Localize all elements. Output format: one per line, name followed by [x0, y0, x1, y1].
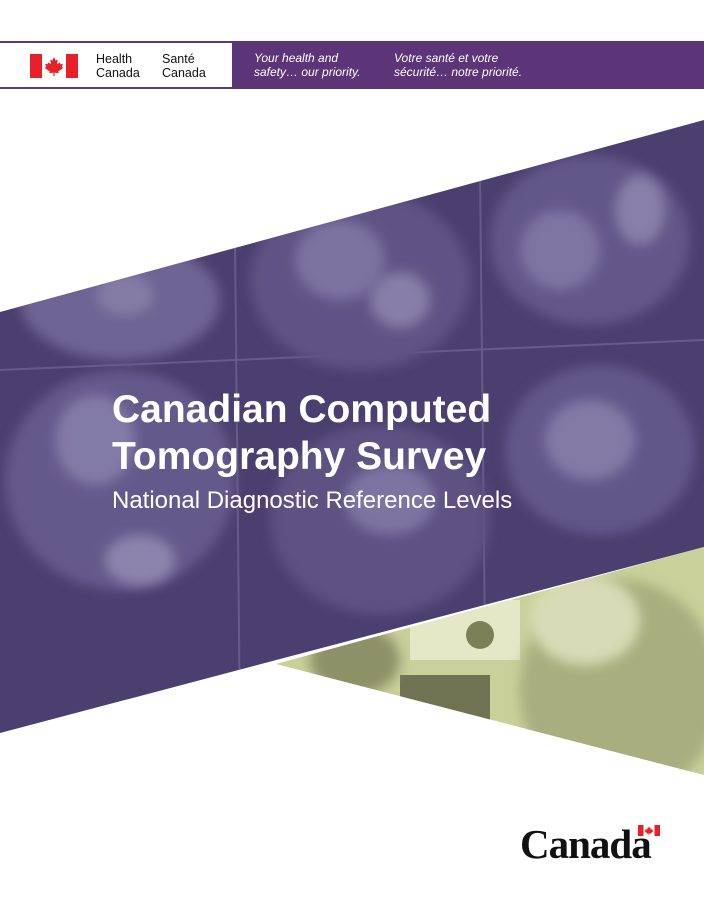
slogan-fr-line2: sécurité… notre priorité. — [394, 65, 523, 79]
department-block: Health Canada Santé Canada — [0, 41, 232, 89]
department-fr-line1: Santé — [162, 52, 195, 66]
department-en-line2: Canada — [96, 66, 140, 80]
header-banner: Health Canada Santé Canada Your health a… — [0, 41, 704, 89]
title-line1: Canadian Computed — [112, 388, 492, 431]
department-name-fr: Santé Canada — [162, 52, 206, 80]
slogan-en: Your health and safety… our priority. — [254, 51, 360, 79]
canada-flag-icon — [638, 825, 660, 836]
title-line2: Tomography Survey — [112, 435, 487, 478]
slogan-block: Your health and safety… our priority. Vo… — [232, 41, 704, 89]
ct-scan-images — [0, 155, 704, 731]
slogan-en-line2: safety… our priority. — [254, 65, 361, 79]
department-en-line1: Health — [96, 52, 133, 66]
department-name-en: Health Canada — [96, 52, 140, 80]
wordmark-text: Canada — [520, 821, 652, 867]
report-subtitle: National Diagnostic Reference Levels — [112, 487, 513, 514]
slogan-fr-line1: Votre santé et votre — [394, 51, 499, 65]
report-title: Canadian Computed Tomography Survey — [112, 386, 491, 480]
slogan-fr: Votre santé et votre sécurité… notre pri… — [394, 51, 522, 79]
canada-wordmark: Canada — [520, 822, 670, 866]
canada-flag-icon — [30, 54, 78, 78]
department-fr-line2: Canada — [162, 66, 206, 80]
slogan-en-line1: Your health and — [254, 51, 339, 65]
